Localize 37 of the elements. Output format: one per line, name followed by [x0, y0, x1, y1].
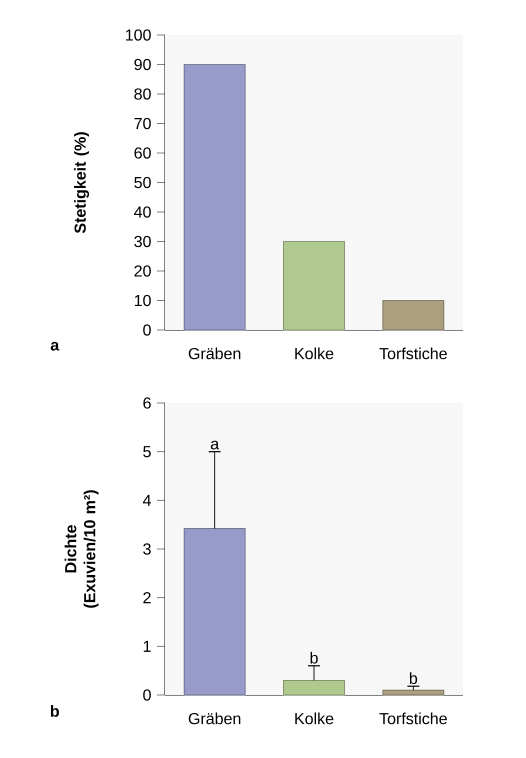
x-tick-label: Kolke — [295, 712, 334, 724]
y-tick-label: 10 — [134, 294, 151, 306]
y-tick-label: 70 — [134, 118, 151, 130]
bar — [283, 241, 345, 330]
y-tick-label: 4 — [142, 494, 151, 506]
y-tick-label: 6 — [143, 397, 151, 409]
y-tick-label: 2 — [143, 592, 151, 604]
annotation: b — [410, 672, 418, 684]
y-tick-label: 60 — [134, 147, 151, 159]
x-tick-label: Gräben — [188, 348, 240, 360]
y-tick-label: 100 — [126, 29, 151, 41]
annotation: a — [210, 440, 220, 450]
bar — [184, 64, 246, 330]
y-tick-label: 0 — [143, 689, 151, 701]
y-axis-title: Dichte (Exuvien/10 m²) — [64, 490, 99, 608]
y-axis-title: Stetigkeit (%) — [74, 132, 90, 234]
annotation: b — [310, 652, 318, 664]
y-tick-label: 3 — [143, 543, 151, 555]
y-tick-label: 90 — [134, 58, 151, 70]
bar — [382, 300, 444, 330]
x-tick-label: Torfstiche — [379, 712, 447, 724]
y-tick-label: 20 — [134, 265, 151, 277]
x-tick-label: Kolke — [295, 348, 334, 360]
bar — [184, 528, 246, 696]
x-tick-label: Gräben — [188, 712, 240, 724]
text: b — [50, 705, 59, 717]
y-tick-label: 1 — [144, 640, 151, 652]
y-tick-label: 40 — [134, 206, 151, 218]
y-tick-label: 80 — [134, 88, 151, 100]
bar — [382, 690, 444, 696]
x-tick-label: Torfstiche — [379, 348, 447, 360]
y-tick-label: 50 — [134, 176, 151, 188]
y-tick-label: 30 — [134, 236, 151, 248]
bar — [283, 680, 345, 696]
y-tick-label: 5 — [143, 446, 151, 458]
y-tick-label: 0 — [143, 324, 151, 336]
text: a — [50, 342, 60, 351]
